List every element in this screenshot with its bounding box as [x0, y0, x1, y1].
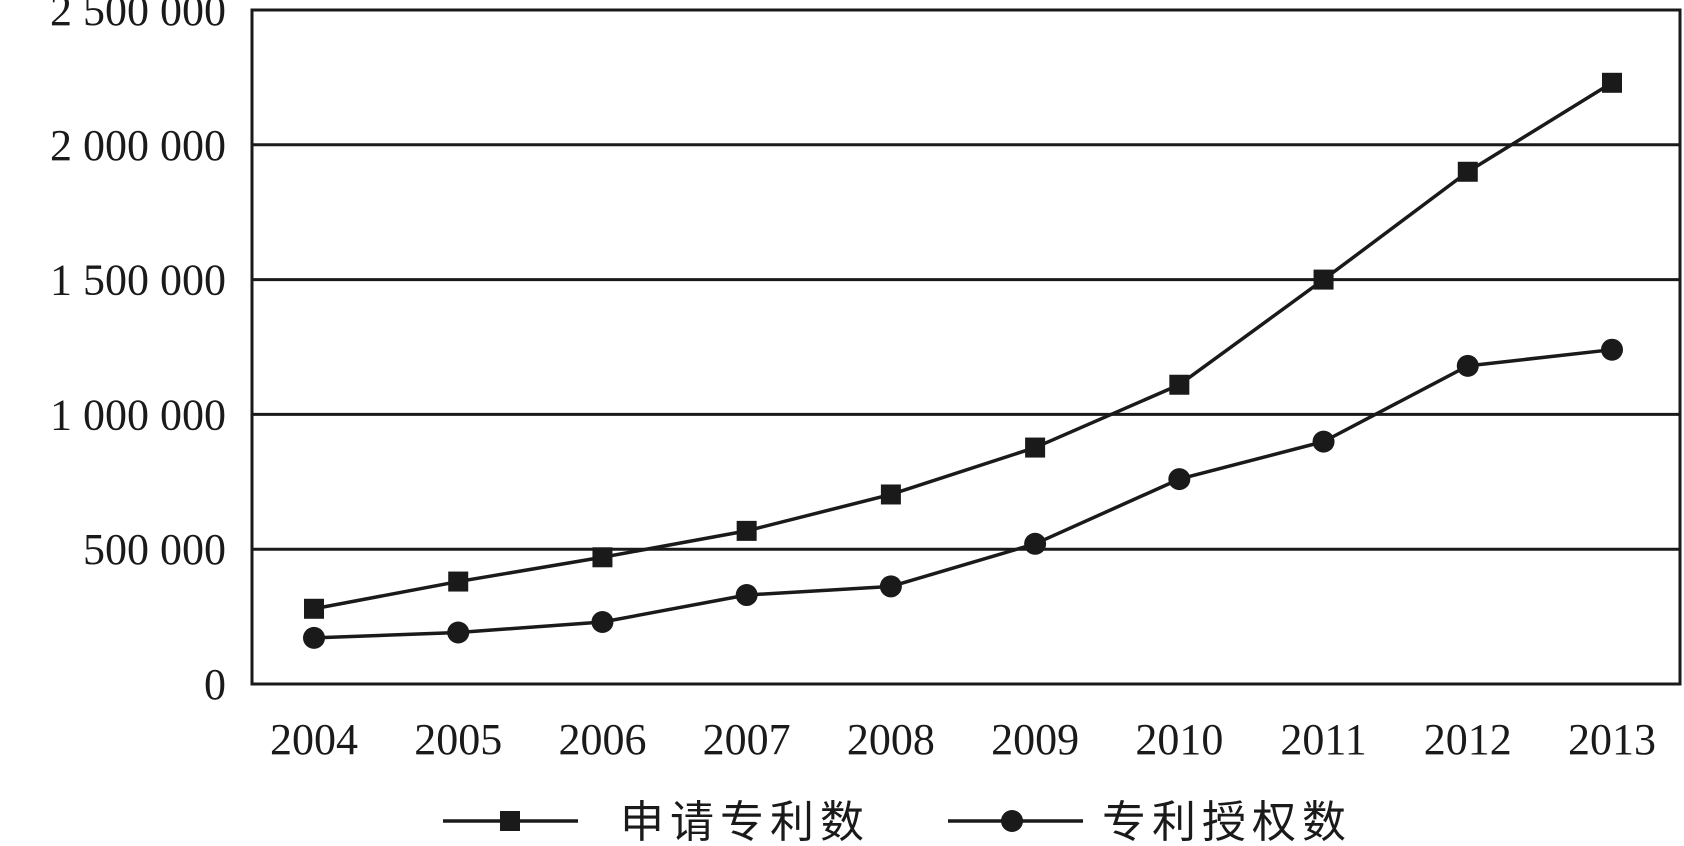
series-1-point-4 [880, 484, 901, 505]
legend-circle-marker [1001, 810, 1023, 832]
x-tick-label-8: 2012 [1424, 715, 1512, 764]
legend-label-2: 专利授权数 [1102, 797, 1352, 846]
series-1-point-8 [1457, 161, 1478, 182]
plot-frame [250, 8, 1682, 686]
series-2-point-3 [735, 584, 758, 607]
x-tick-label-9: 2013 [1568, 715, 1656, 764]
x-tick-label-5: 2009 [991, 715, 1079, 764]
series-1-point-2 [592, 547, 613, 568]
y-tick-label-0: 0 [204, 660, 226, 709]
series-1-point-5 [1025, 437, 1046, 458]
x-tick-label-4: 2008 [847, 715, 935, 764]
series-1-point-0 [304, 598, 324, 619]
x-axis-tick-labels: 2004 2005 2006 2007 2008 2009 2010 2011 2012 2013 [270, 715, 1656, 764]
x-tick-label-1: 2005 [414, 715, 502, 764]
series-1-point-1 [448, 571, 469, 592]
legend-item-2: 专利授权数 [948, 797, 1352, 846]
series-layer [303, 72, 1623, 649]
legend-item-1: 申请专利数 [443, 797, 870, 846]
x-tick-label-6: 2010 [1135, 715, 1223, 764]
y-tick-label-3: 1 500 000 [50, 256, 226, 305]
series-2-point-6 [1168, 468, 1191, 491]
series-2-point-9 [1601, 338, 1623, 361]
series-2-point-0 [303, 626, 325, 649]
legend-square-marker [500, 811, 520, 831]
series-2-point-5 [1024, 532, 1047, 555]
series-1-point-7 [1313, 269, 1334, 290]
series-1-point-9 [1602, 72, 1622, 93]
series-2 [303, 338, 1623, 649]
x-tick-label-2: 2006 [558, 715, 646, 764]
y-tick-label-1: 500 000 [83, 525, 226, 574]
legend-label-1: 申请专利数 [620, 797, 870, 846]
y-axis-tick-labels: 0 500 000 1 000 000 1 500 000 2 000 000 2 500… [50, 0, 226, 709]
series-2-point-8 [1456, 354, 1479, 377]
y-tick-label-4: 2 000 000 [50, 121, 226, 170]
series-2-line [313, 347, 1613, 640]
series-2-point-2 [591, 610, 614, 633]
series-1-point-6 [1169, 374, 1190, 395]
x-tick-label-3: 2007 [703, 715, 791, 764]
series-1 [304, 72, 1622, 619]
series-2-point-7 [1312, 430, 1335, 453]
y-tick-label-2: 1 000 000 [50, 390, 226, 439]
series-2-point-4 [879, 575, 902, 598]
x-tick-label-0: 2004 [270, 715, 358, 764]
x-tick-label-7: 2011 [1280, 715, 1366, 764]
grid-lines [252, 143, 1680, 551]
legend: 申请专利数 专利授权数 [443, 797, 1352, 846]
series-1-line [313, 81, 1613, 611]
plot-area-border [250, 8, 1682, 686]
series-1-point-3 [736, 520, 757, 541]
series-2-point-1 [447, 621, 470, 644]
y-tick-label-5: 2 500 000 [50, 0, 226, 35]
